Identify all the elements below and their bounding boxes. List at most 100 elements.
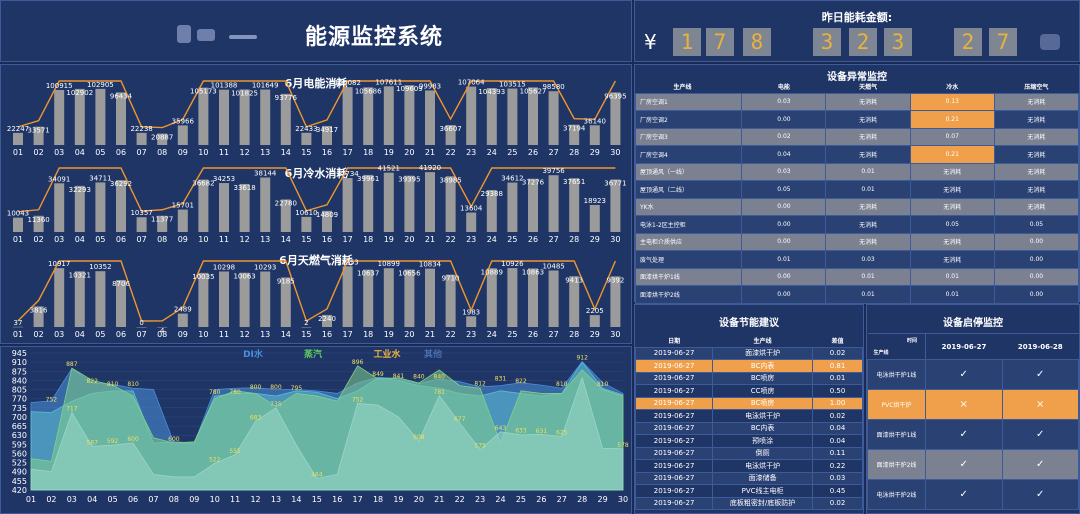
gas-bar (548, 270, 559, 327)
gas-value-label: 10917 (48, 260, 70, 268)
table-row: PVC烘干炉 × × (867, 389, 1079, 420)
run-mark-cell: ✓ (1001, 479, 1079, 510)
anomaly-table: 生产线 电能 天燃气 冷水 压缩空气 厂房空调1 0.03 无消耗 0.13 无消耗 厂房… (634, 81, 1080, 304)
electric-value-label: 96434 (110, 92, 133, 100)
water-bar (404, 175, 415, 232)
water-value-label: 11377 (151, 216, 173, 224)
gas-x-tick: 18 (363, 330, 373, 339)
area-value-label: 600 (168, 436, 180, 443)
water-x-tick: 08 (157, 235, 167, 244)
x-tick: 01 (26, 495, 36, 504)
gas-x-tick: 13 (260, 330, 270, 339)
gas-value-label: 0 (139, 319, 143, 327)
water-value-label: 34253 (213, 175, 235, 183)
water-bar (116, 180, 126, 232)
water-value-label: 18923 (584, 197, 606, 205)
line-name-cell: 电泳烘干炉1线 (867, 359, 926, 390)
area-value-label: 683 (250, 414, 262, 421)
table-row: 2019-06-27 面漆烘干炉 0.02 (634, 346, 863, 360)
water-x-tick: 27 (549, 235, 559, 244)
area-value-label: 555 (229, 448, 241, 455)
x-tick: 07 (148, 495, 158, 504)
value-cell: 无消耗 (825, 215, 911, 234)
water-value-label: 41920 (419, 164, 441, 172)
y-tick: 490 (12, 468, 27, 477)
gas-value-label: 2240 (318, 315, 336, 323)
water-x-tick: 04 (75, 235, 85, 244)
electric-x-tick: 02 (34, 148, 44, 157)
y-tick: 420 (12, 486, 27, 495)
table-row: 屋顶通风（一线） 0.03 0.01 无消耗 无消耗 (634, 162, 1080, 181)
date-cell: 2019-06-27 (634, 434, 714, 448)
table-row: 面漆烘干炉1线 0.00 0.01 0.01 0.00 (634, 267, 1080, 286)
area-value-label: 800 (250, 384, 262, 391)
daily-cost-title: 昨日能耗金额: (821, 11, 893, 24)
gas-x-tick: 12 (240, 330, 250, 339)
gas-chart-title: 6月天燃气消耗 (279, 254, 353, 267)
gas-x-tick: 05 (95, 330, 105, 339)
electric-value-label: 101388 (211, 82, 238, 90)
gas-x-tick: 22 (446, 330, 456, 339)
water-bar (322, 210, 332, 232)
value-cell: 无消耗 (909, 250, 995, 269)
water-bar (136, 217, 147, 232)
electric-value-label: 22238 (130, 125, 152, 133)
electric-value-label: 33571 (27, 127, 49, 135)
line-name-cell: 电泳1-2区主控柜 (634, 215, 743, 234)
gas-x-tick: 20 (404, 330, 414, 339)
water-bar (33, 215, 44, 232)
table-row: 2019-06-27 电泳烘干炉 0.02 (634, 409, 863, 423)
value-cell: 0.00 (993, 232, 1080, 251)
area-value-label: 522 (209, 456, 221, 463)
electric-x-tick: 16 (322, 148, 332, 157)
area-value-label: 464 (311, 472, 323, 479)
water-value-label: 36771 (604, 179, 626, 187)
electric-value-label: 22247 (7, 125, 29, 133)
area-value-label: 631 (536, 428, 548, 435)
run-mark-cell: ✓ (1001, 449, 1079, 480)
electric-bar (528, 87, 538, 145)
cost-digit: 7 (989, 28, 1017, 56)
area-value-label: 810 (107, 381, 119, 388)
gas-value-label: 2489 (174, 306, 192, 314)
value-cell: 0.00 (741, 232, 827, 251)
line-name-cell: 屋顶通风（二线） (634, 180, 743, 199)
water-x-tick: 25 (507, 235, 517, 244)
diff-cell: 0.50 (812, 384, 863, 398)
electric-x-tick: 28 (569, 148, 579, 157)
col-header: 差值 (831, 338, 844, 346)
water-x-tick: 20 (404, 235, 414, 244)
area-value-label: 810 (556, 381, 568, 388)
gas-x-tick: 03 (54, 330, 64, 339)
area-value-label: 840 (413, 373, 425, 380)
water-x-tick: 28 (569, 235, 579, 244)
gas-bar (33, 306, 44, 327)
line-name-cell: 屋顶通风（一线） (634, 162, 743, 181)
value-cell: 无消耗 (993, 180, 1080, 199)
area-value-label: 578 (617, 442, 629, 449)
water-x-tick: 03 (54, 235, 64, 244)
legend-label: 工业水 (373, 348, 401, 360)
cost-digit: 2 (954, 28, 982, 56)
gas-bar (74, 271, 85, 327)
line-name-cell: 面漆烘干炉1线 (634, 267, 743, 286)
x-tick: 10 (210, 495, 220, 504)
electric-value-label: 98580 (542, 83, 564, 91)
water-value-label: 11360 (27, 216, 49, 224)
water-x-tick: 19 (384, 235, 394, 244)
value-cell: 0.00 (741, 285, 827, 304)
gas-bar (301, 326, 312, 328)
water-bar (425, 172, 435, 232)
table-row: 面漆烘干炉1线 ✓ ✓ (867, 419, 1079, 450)
value-cell: 0.01 (825, 267, 911, 286)
water-value-label: 39395 (398, 176, 420, 184)
date-header: 2019-06-28 (1017, 342, 1063, 351)
x-tick: 29 (597, 495, 607, 504)
value-cell: 无消耗 (993, 197, 1080, 216)
value-cell: 无消耗 (909, 197, 995, 216)
water-bar (157, 215, 168, 232)
gas-bar (528, 268, 538, 327)
electric-value-label: 35966 (172, 117, 195, 125)
table-row: 面漆烘干炉2线 ✓ ✓ (867, 449, 1079, 480)
electric-bar (136, 132, 147, 145)
